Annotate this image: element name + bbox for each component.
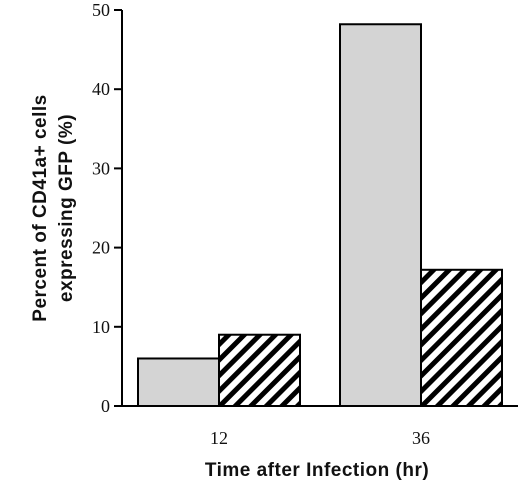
bar-12-series-2: [218, 333, 301, 407]
bar-36-series-1: [339, 23, 422, 407]
bar-36-series-2: [420, 268, 503, 407]
y-tick-label: 40: [92, 79, 110, 99]
y-axis-title-line-1: Percent of CD41a+ cells: [30, 94, 51, 321]
y-tick-label: 50: [92, 0, 110, 20]
bar-12-series-1: [137, 357, 220, 408]
axis-layer: 0 10 20 30 40 50 12 36: [92, 0, 518, 448]
y-tick-label: 30: [92, 158, 110, 178]
y-axis-title-line-2: expressing GFP (%): [56, 114, 77, 302]
y-tick-label: 10: [92, 317, 110, 337]
y-tick-label: 0: [101, 396, 110, 416]
x-axis-title: Time after Infection (hr): [205, 460, 429, 481]
bars-layer: [137, 23, 503, 408]
y-tick-label: 20: [92, 238, 110, 258]
x-tick-label: 12: [210, 428, 228, 448]
y-axis-title: Percent of CD41a+ cells expressing GFP (…: [30, 94, 77, 321]
x-tick-label: 36: [412, 428, 430, 448]
